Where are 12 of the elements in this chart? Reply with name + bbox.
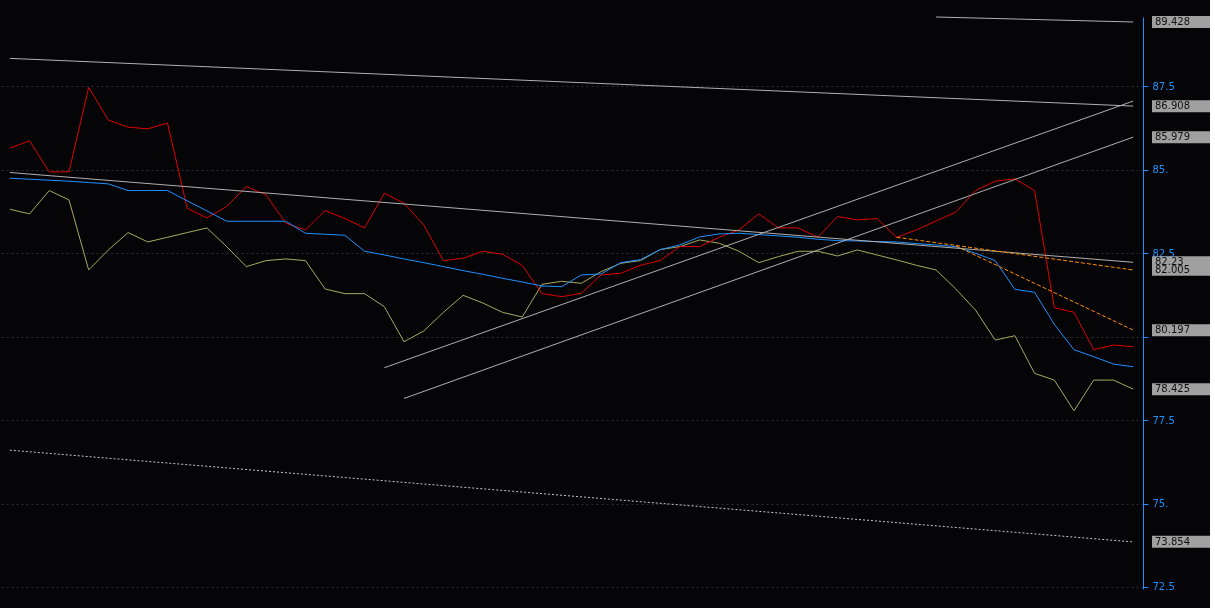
y-tick-label: 75. <box>1152 498 1169 510</box>
y-tick-label: 72.5 <box>1152 581 1175 593</box>
y-tick-label: 82.5 <box>1152 247 1175 259</box>
text: 86.908 <box>1155 100 1190 112</box>
y-tick-label: 77.5 <box>1152 414 1175 426</box>
y-tick-label: 87.5 <box>1152 80 1175 92</box>
text: 85.979 <box>1155 131 1190 143</box>
text: 80.197 <box>1155 324 1190 336</box>
text: 89.428 <box>1155 16 1190 28</box>
text: 78.425 <box>1155 383 1190 395</box>
y-tick-label: 85. <box>1152 164 1169 176</box>
text: 73.854 <box>1155 535 1190 547</box>
